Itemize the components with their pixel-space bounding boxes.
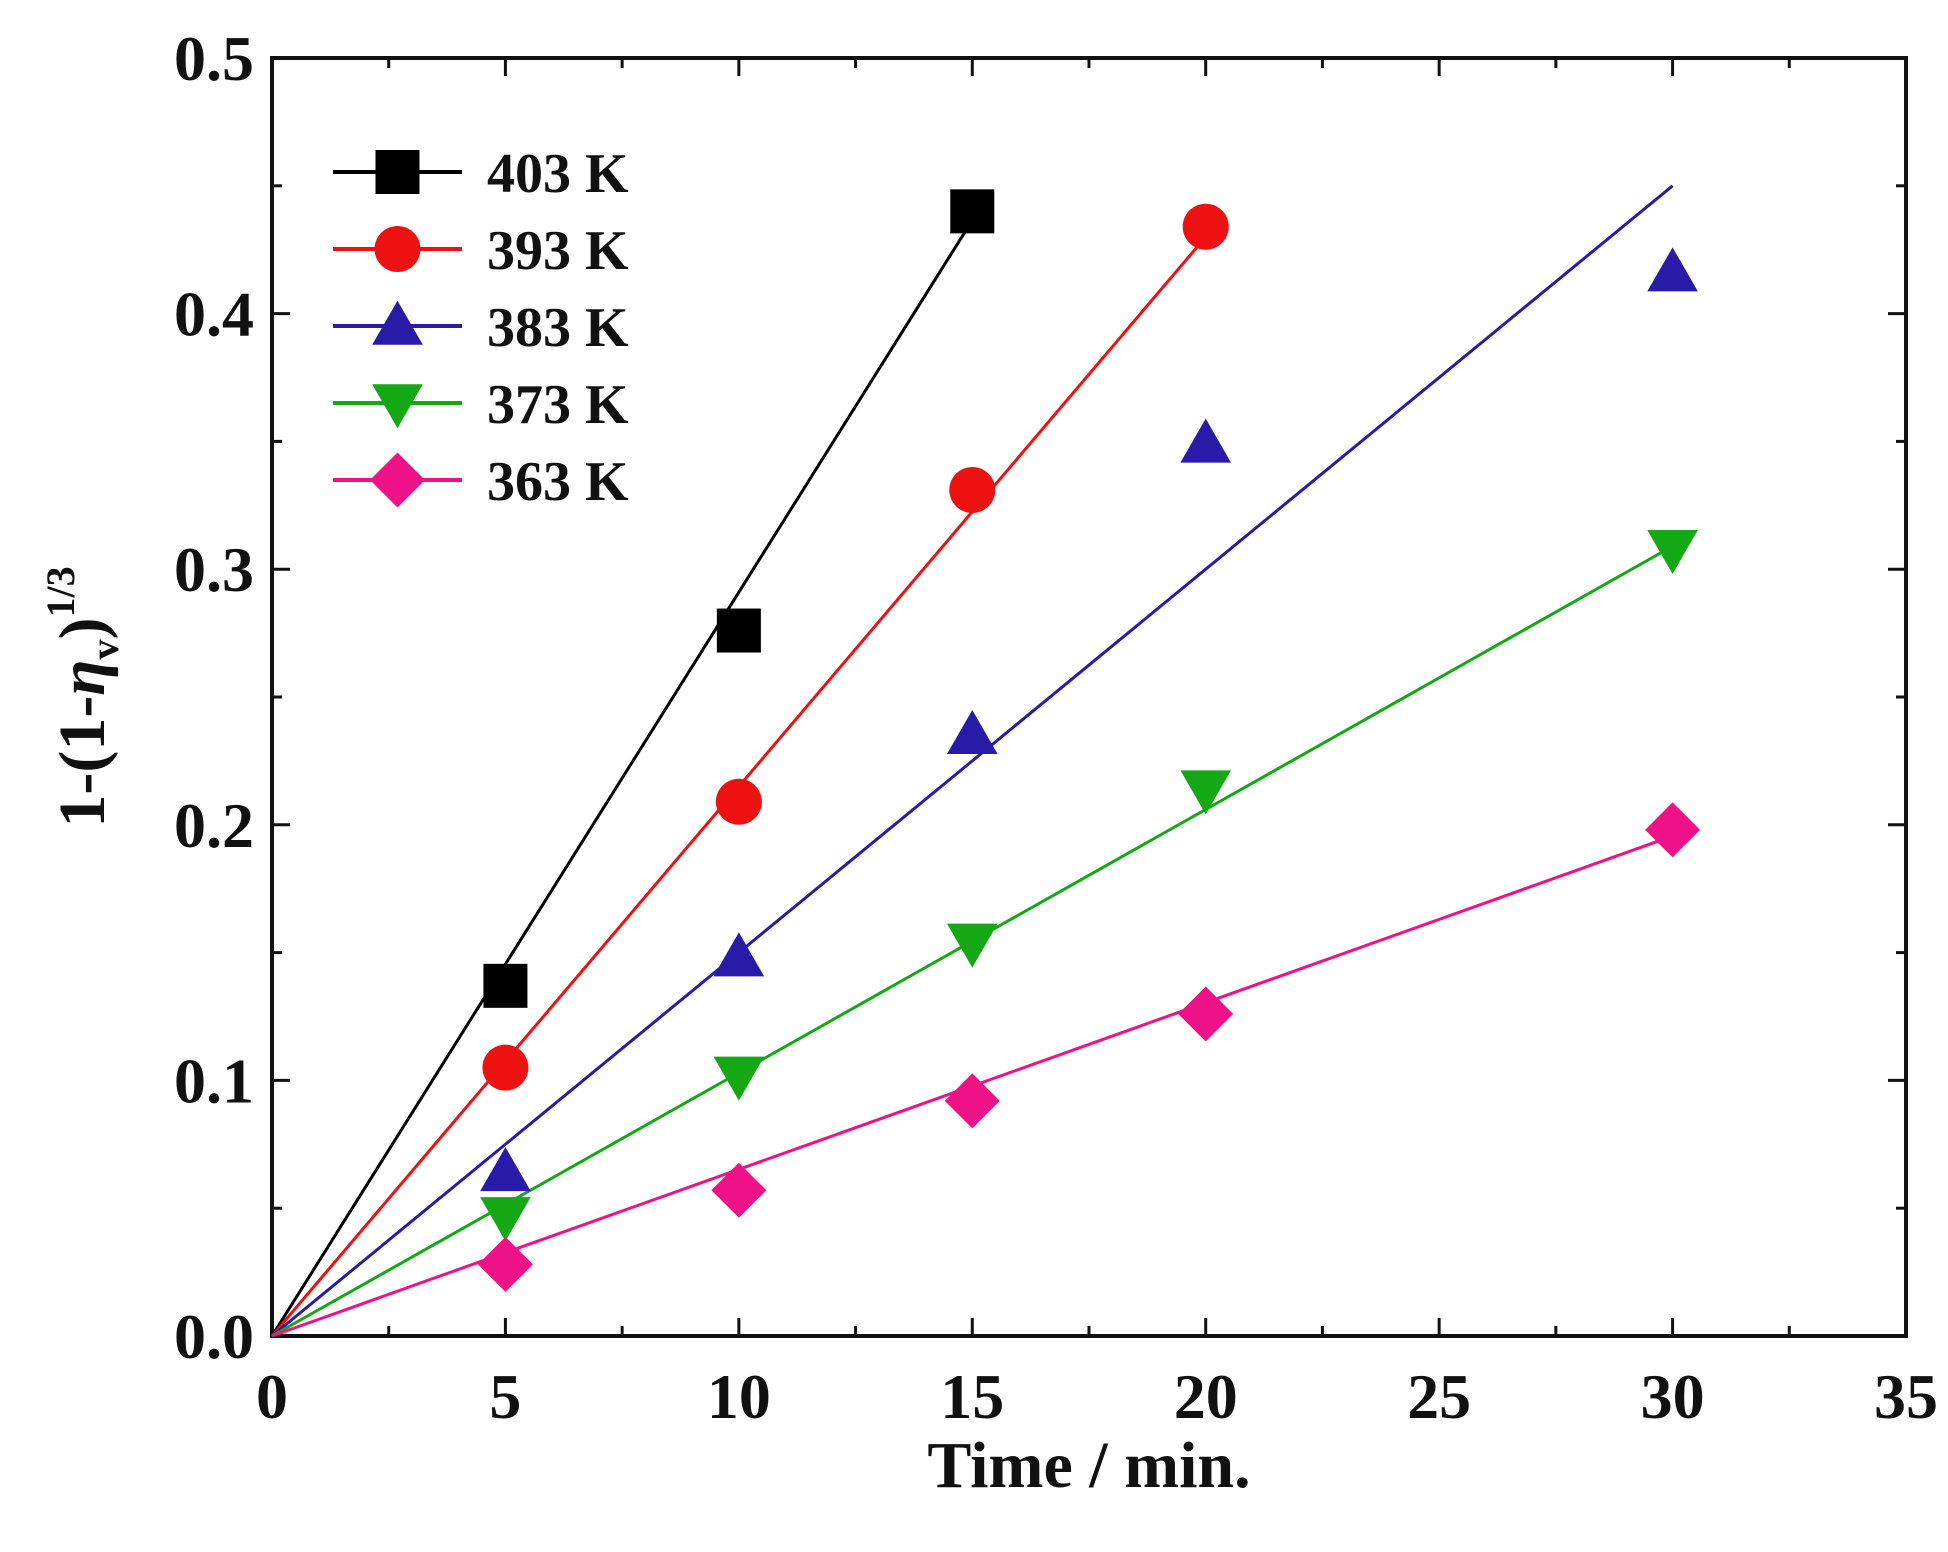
data-point — [1180, 770, 1232, 815]
data-point — [949, 466, 996, 513]
x-tick-label: 20 — [1174, 1361, 1238, 1432]
x-tick-label: 10 — [707, 1361, 771, 1432]
legend-label: 403 K — [487, 143, 629, 205]
data-point — [1647, 247, 1698, 292]
y-axis-label: 1-(1-ηv)1/3 — [38, 566, 127, 827]
data-point — [477, 1236, 533, 1292]
data-point — [713, 1056, 765, 1101]
legend-label: 393 K — [487, 220, 629, 282]
y-axis-label-exponent: 1/3 — [38, 566, 83, 617]
data-point — [483, 963, 528, 1008]
data-point — [1645, 802, 1701, 858]
y-axis-label-symbol: η — [46, 659, 119, 695]
legend-marker — [370, 452, 425, 508]
data-point — [944, 1073, 1000, 1129]
data-point — [480, 1147, 531, 1192]
x-tick-label: 0 — [256, 1361, 288, 1432]
x-tick-label: 5 — [489, 1361, 521, 1432]
data-point — [946, 923, 998, 968]
fit-line — [270, 219, 974, 1337]
legend-label: 383 K — [487, 297, 629, 359]
data-point — [1182, 203, 1229, 250]
data-point — [1647, 530, 1698, 575]
y-axis-label-prefix: 1-(1- — [46, 696, 119, 828]
tick-marks: 0 5 10 15 20 25 30 35 0.0 0.1 0.2 0.3 0.4 0.5 — [174, 23, 1938, 1432]
x-tick-label: 25 — [1407, 1361, 1471, 1432]
legend-marker — [374, 226, 421, 272]
x-axis-label: Time / min. — [927, 1429, 1250, 1502]
legend-marker — [375, 150, 420, 194]
data-point — [480, 1197, 531, 1242]
fit-lines — [270, 184, 1674, 1338]
y-tick-label: 0.5 — [174, 23, 254, 94]
y-tick-label: 0.3 — [174, 534, 254, 605]
y-axis-label-close: ) — [46, 617, 119, 639]
legend-marker — [372, 300, 423, 345]
x-tick-label: 35 — [1874, 1361, 1938, 1432]
data-point — [713, 932, 765, 977]
data-point — [711, 1162, 767, 1218]
x-tick-label: 15 — [940, 1361, 1004, 1432]
data-points — [477, 189, 1701, 1292]
legend: 403 K 393 K 383 K 373 K 363 K — [333, 143, 629, 513]
data-point — [1180, 418, 1232, 463]
data-point — [1178, 986, 1234, 1042]
fit-line — [271, 184, 1674, 1338]
data-point — [946, 710, 998, 755]
y-tick-label: 0.1 — [174, 1045, 254, 1116]
y-tick-label: 0.0 — [174, 1301, 254, 1372]
y-tick-label: 0.4 — [174, 279, 254, 350]
data-point — [950, 189, 995, 234]
x-tick-label: 30 — [1641, 1361, 1705, 1432]
data-point — [716, 608, 761, 653]
y-tick-label: 0.2 — [174, 790, 254, 861]
legend-label: 363 K — [487, 451, 629, 513]
data-point — [715, 778, 762, 825]
y-axis-label-subscript: v — [82, 639, 127, 659]
legend-label: 373 K — [487, 374, 629, 436]
legend-marker — [372, 384, 423, 429]
data-point — [482, 1044, 529, 1091]
